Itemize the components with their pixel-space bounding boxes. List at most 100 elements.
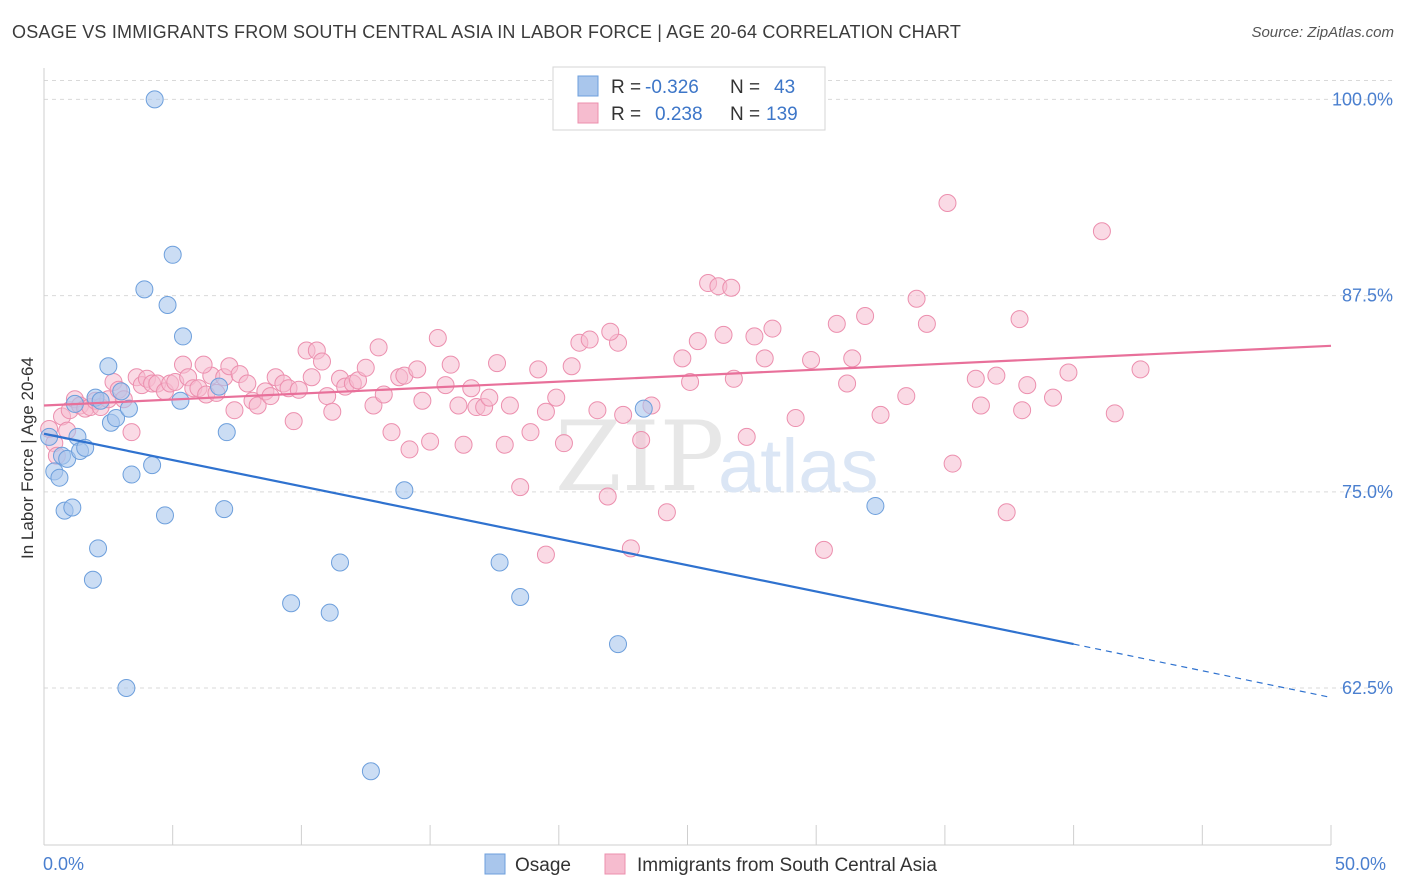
immigrants-point xyxy=(562,357,581,376)
legend-r-label-osage: R = xyxy=(611,77,641,98)
immigrants-point xyxy=(225,401,244,420)
immigrants-point xyxy=(745,327,764,346)
immigrants-point xyxy=(436,376,455,395)
immigrants-point xyxy=(500,396,519,415)
y-tick-labels: 62.5% 75.0% 87.5% 100.0% xyxy=(1332,89,1393,698)
immigrants-point xyxy=(413,391,432,410)
legend-n-value-osage: 43 xyxy=(774,77,795,98)
immigrants-point xyxy=(763,319,782,338)
immigrants-point xyxy=(681,372,700,391)
osage-point xyxy=(135,280,154,299)
osage-point xyxy=(122,465,141,484)
osage-point xyxy=(99,357,118,376)
x-ticks xyxy=(43,825,1332,845)
osage-point xyxy=(158,296,177,315)
watermark-zip: ZIP xyxy=(555,401,724,513)
y-axis-title: In Labor Force | Age 20-64 xyxy=(18,357,37,559)
immigrants-point xyxy=(449,396,468,415)
osage-point xyxy=(634,399,653,418)
immigrants-point xyxy=(284,412,303,431)
immigrants-point xyxy=(1013,401,1032,420)
immigrants-point xyxy=(1044,388,1063,407)
immigrants-point xyxy=(714,325,733,344)
immigrants-point xyxy=(917,314,936,333)
immigrants-point xyxy=(356,358,375,377)
immigrants-point xyxy=(614,405,633,424)
immigrants-point xyxy=(601,322,620,341)
immigrants-point xyxy=(194,355,213,374)
immigrants-point xyxy=(382,423,401,442)
osage-point xyxy=(63,498,82,517)
immigrants-point xyxy=(987,366,1006,385)
osage-point xyxy=(866,496,885,515)
immigrants-point xyxy=(1105,404,1124,423)
osage-point xyxy=(112,382,131,401)
osage-point xyxy=(145,90,164,109)
bottom-legend-label-osage: Osage xyxy=(515,855,571,876)
immigrants-point xyxy=(554,434,573,453)
immigrants-point xyxy=(1059,363,1078,382)
immigrants-point xyxy=(400,440,419,459)
immigrants-trend-line xyxy=(43,344,1332,407)
osage-points xyxy=(40,90,885,781)
bottom-legend-label-immigrants: Immigrants from South Central Asia xyxy=(637,855,937,876)
osage-point xyxy=(50,468,69,487)
y-tick-label: 100.0% xyxy=(1332,89,1393,109)
chart-source: Source: ZipAtlas.com xyxy=(1251,24,1394,41)
immigrants-point xyxy=(428,328,447,347)
immigrants-point xyxy=(938,193,957,212)
legend-swatch-immigrants xyxy=(577,102,599,124)
immigrants-point xyxy=(421,432,440,451)
immigrants-point xyxy=(943,454,962,473)
immigrants-point xyxy=(318,387,337,406)
osage-point xyxy=(117,679,136,698)
immigrants-point xyxy=(369,338,388,357)
immigrants-point xyxy=(312,352,331,371)
osage-trend-extension xyxy=(1073,643,1332,699)
immigrants-point xyxy=(843,349,862,368)
immigrants-point xyxy=(673,349,692,368)
y-tick-label: 87.5% xyxy=(1342,286,1393,306)
osage-point xyxy=(215,500,234,519)
immigrants-point xyxy=(657,503,676,522)
immigrants-point xyxy=(536,402,555,421)
series-legend: Osage Immigrants from South Central Asia xyxy=(484,853,937,876)
immigrants-point xyxy=(827,314,846,333)
osage-point xyxy=(143,456,162,475)
osage-point xyxy=(173,327,192,346)
immigrants-point xyxy=(529,360,548,379)
legend-r-value-immigrants: 0.238 xyxy=(655,104,703,125)
immigrants-point xyxy=(598,487,617,506)
immigrants-point xyxy=(580,330,599,349)
immigrants-point xyxy=(588,401,607,420)
immigrants-point xyxy=(511,478,530,497)
immigrants-point xyxy=(838,374,857,393)
immigrants-point xyxy=(814,540,833,559)
osage-point xyxy=(511,587,530,606)
immigrants-point xyxy=(248,396,267,415)
legend-n-label-osage: N = xyxy=(730,77,760,98)
immigrants-point xyxy=(1131,360,1150,379)
immigrants-point xyxy=(722,278,741,297)
immigrants-point xyxy=(632,431,651,450)
legend-r-label-immigrants: R = xyxy=(611,104,641,125)
immigrants-point xyxy=(454,435,473,454)
immigrants-point xyxy=(480,388,499,407)
immigrants-point xyxy=(364,396,383,415)
osage-point xyxy=(171,391,190,410)
x-tick-label-min: 0.0% xyxy=(43,854,84,874)
stats-legend: R = -0.326 N = 43 R = 0.238 N = 139 xyxy=(552,66,826,131)
osage-point xyxy=(361,762,380,781)
immigrants-point xyxy=(755,349,774,368)
immigrants-point xyxy=(536,545,555,564)
immigrants-point xyxy=(462,379,481,398)
osage-point xyxy=(91,391,110,410)
immigrants-point xyxy=(966,369,985,388)
osage-point xyxy=(217,423,236,442)
legend-n-value-immigrants: 139 xyxy=(766,104,798,125)
osage-point xyxy=(119,399,138,418)
osage-point xyxy=(163,245,182,264)
immigrants-point xyxy=(547,388,566,407)
osage-point xyxy=(320,603,339,622)
